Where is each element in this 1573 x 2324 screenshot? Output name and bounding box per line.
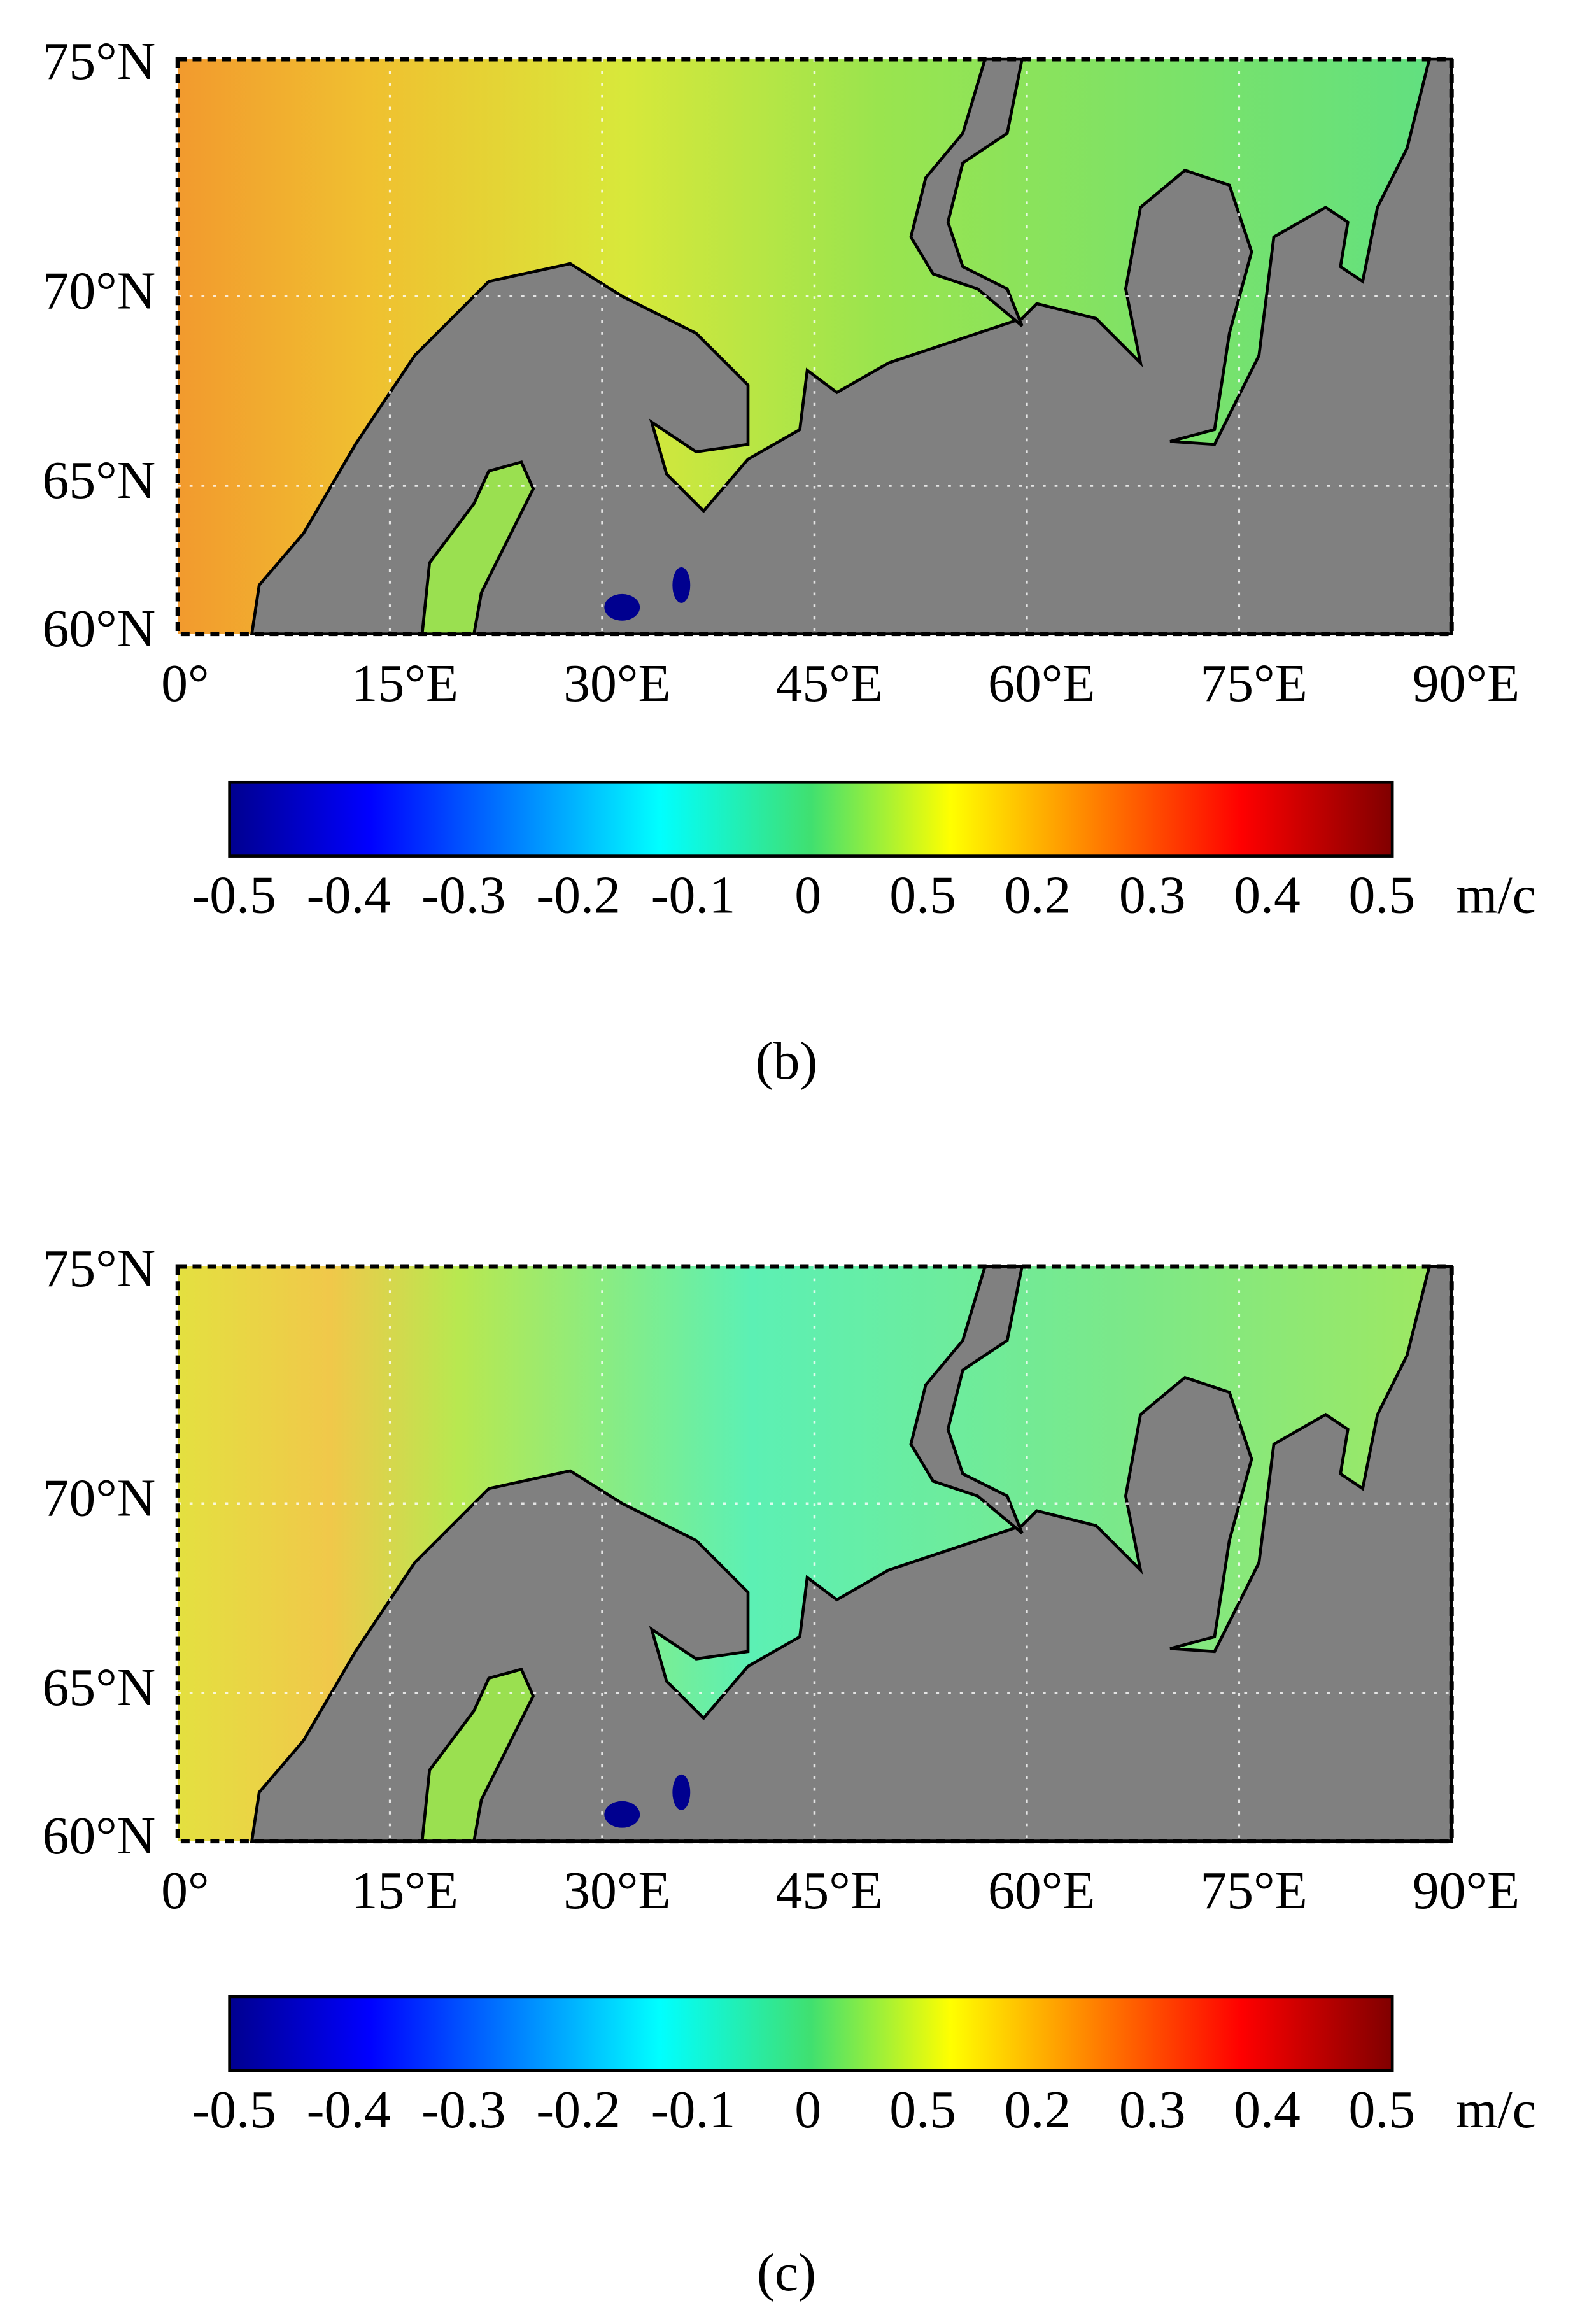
- y-tick-label: 65°N: [43, 451, 156, 510]
- colorbar-unit: m/c: [1456, 866, 1536, 925]
- colorbar: [228, 780, 1394, 858]
- colorbar-label: 0.5: [1349, 866, 1416, 925]
- colorbar-label: -0.1: [651, 866, 736, 925]
- x-tick-label: 60°E: [988, 654, 1095, 713]
- map-frame: [175, 1264, 1454, 1844]
- x-tick-label: 75°E: [1200, 1861, 1307, 1920]
- colorbar: [228, 1995, 1394, 2072]
- x-tick-label: 60°E: [988, 1861, 1095, 1920]
- colorbar-label: 0.5: [889, 2080, 956, 2139]
- y-tick-label: 70°N: [43, 261, 156, 320]
- y-tick-label: 70°N: [43, 1468, 156, 1527]
- x-tick-label: 0°: [161, 654, 209, 713]
- x-tick-label: 45°E: [776, 654, 883, 713]
- colorbar-label: -0.2: [536, 2080, 621, 2139]
- x-tick-label: 45°E: [776, 1861, 883, 1920]
- y-tick-label: 75°N: [43, 1239, 156, 1298]
- colorbar-label: 0.4: [1234, 2080, 1301, 2139]
- y-tick-label: 65°N: [43, 1658, 156, 1717]
- y-tick-label: 60°N: [43, 1806, 156, 1866]
- x-tick-label: 30°E: [563, 654, 670, 713]
- panel: 75°N 70°N 65°N 60°N0° 15°E 30°E 45°E 60°E 75°E 90…: [43, 32, 1536, 1091]
- colorbar-label: 0.5: [1349, 2080, 1416, 2139]
- caption: (c): [757, 2243, 816, 2302]
- colorbar-label: 0.4: [1234, 866, 1301, 925]
- colorbar-label: 0.5: [889, 866, 956, 925]
- colorbar-label: -0.4: [307, 866, 391, 925]
- colorbar-label: 0.2: [1005, 866, 1071, 925]
- colorbar-label: 0.2: [1005, 2080, 1071, 2139]
- x-tick-label: 0°: [161, 1861, 209, 1920]
- x-tick-label: 90°E: [1413, 1861, 1520, 1920]
- panel: 75°N 70°N 65°N 60°N0° 15°E 30°E 45°E 60°E 75°E 90…: [43, 1239, 1536, 2302]
- colorbar-label: 0: [794, 866, 821, 925]
- colorbar-label: -0.5: [192, 2080, 276, 2139]
- x-tick-label: 30°E: [563, 1861, 670, 1920]
- colorbar-label: -0.3: [421, 2080, 506, 2139]
- y-tick-label: 75°N: [43, 32, 156, 91]
- colorbar-label: -0.3: [421, 866, 506, 925]
- x-tick-label: 75°E: [1200, 654, 1307, 713]
- colorbar-label: 0: [794, 2080, 821, 2139]
- colorbar-label: 0.3: [1119, 866, 1186, 925]
- x-tick-label: 15°E: [351, 654, 458, 713]
- colorbar-label: -0.4: [307, 2080, 391, 2139]
- colorbar-label: -0.2: [536, 866, 621, 925]
- colorbar-unit: m/c: [1456, 2080, 1536, 2139]
- x-tick-label: 15°E: [351, 1861, 458, 1920]
- colorbar-label: -0.5: [192, 866, 276, 925]
- colorbar-label: -0.1: [651, 2080, 736, 2139]
- x-tick-label: 90°E: [1413, 654, 1520, 713]
- caption: (b): [756, 1031, 818, 1091]
- map-frame: [175, 57, 1454, 637]
- colorbar-label: 0.3: [1119, 2080, 1186, 2139]
- y-tick-label: 60°N: [43, 599, 156, 658]
